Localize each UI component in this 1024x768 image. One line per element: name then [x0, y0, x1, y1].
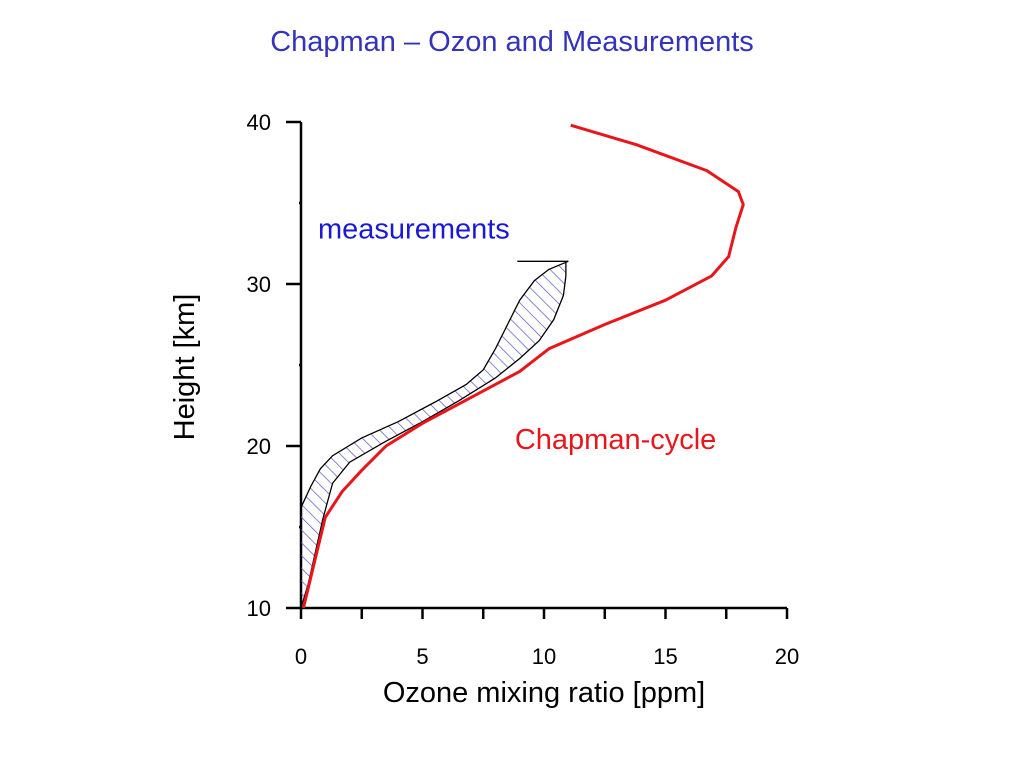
- labels: measurements Chapman-cycle: [318, 214, 716, 457]
- measurements-label: measurements: [318, 214, 510, 246]
- measurements-band: [300, 260, 569, 609]
- axes: 0 5 10 15 20 10 20 30 40 Ozone mixing ratio [ppm]…: [169, 110, 799, 709]
- measurements-upper-edge: [300, 260, 569, 508]
- x-tick-label: 20: [775, 644, 799, 669]
- y-tick-label: 30: [247, 272, 271, 297]
- y-tick-label: 40: [247, 110, 271, 135]
- measurements-lower-edge: [300, 261, 567, 609]
- y-axis-title: Height [km]: [169, 294, 201, 441]
- x-tick-label: 5: [416, 644, 428, 669]
- y-tick-label: 10: [247, 596, 271, 621]
- x-axis-title: Ozone mixing ratio [ppm]: [383, 677, 705, 709]
- x-tick-label: 15: [653, 644, 677, 669]
- chart-title: Chapman – Ozon and Measurements: [270, 26, 754, 58]
- x-tick-label: 0: [295, 644, 307, 669]
- chapman-cycle-line: [301, 123, 745, 609]
- chapman-layer: [301, 123, 745, 609]
- y-tick-label: 20: [247, 434, 271, 459]
- measurements-fill: [301, 261, 569, 608]
- chapman-cycle-label: Chapman-cycle: [515, 424, 716, 456]
- x-tick-label: 10: [532, 644, 556, 669]
